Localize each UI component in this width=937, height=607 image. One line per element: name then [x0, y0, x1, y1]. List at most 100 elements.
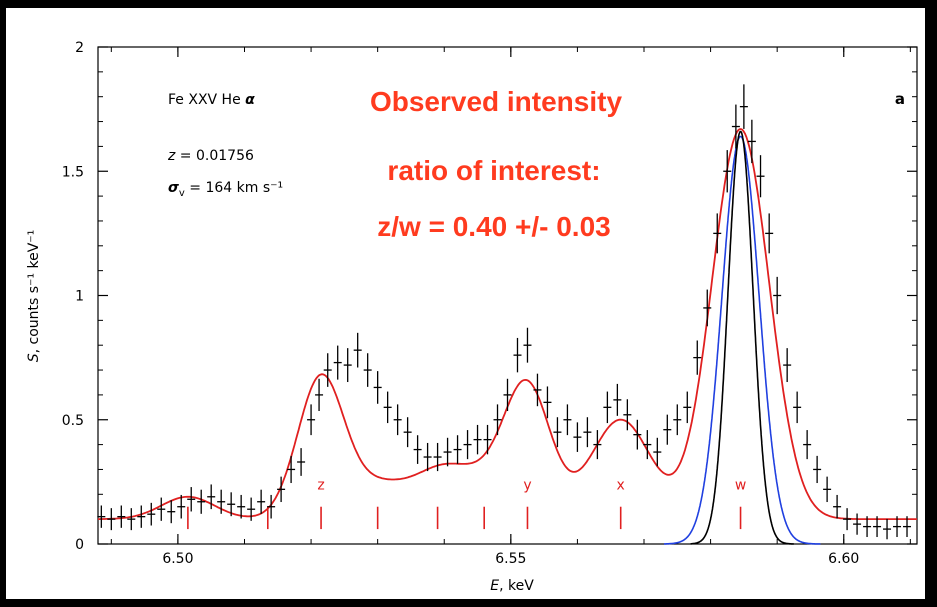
data-point [127, 508, 136, 531]
data-point [147, 502, 156, 526]
data-point [703, 289, 712, 327]
data-point [673, 404, 682, 436]
data-point [277, 476, 286, 503]
model-curve-black [690, 130, 794, 545]
data-point [773, 276, 782, 315]
data-point [853, 513, 862, 535]
y-tick-label: 1 [75, 289, 84, 305]
data-point [723, 150, 732, 193]
data-point [167, 500, 176, 524]
y-tick-label: 0.5 [62, 413, 84, 429]
data-point [423, 442, 432, 472]
info-line-2: z = 0.01756 [167, 148, 254, 164]
data-point [217, 489, 226, 514]
data-point [593, 430, 602, 460]
data-point [543, 386, 552, 419]
data-point [765, 213, 774, 254]
data-point [247, 497, 256, 521]
data-point [731, 104, 740, 149]
data-point [307, 404, 316, 436]
data-point [563, 404, 572, 436]
data-point [287, 455, 296, 484]
data-point [613, 383, 622, 416]
data-point [237, 494, 246, 519]
annotation-line-2: ratio of interest: [387, 155, 600, 186]
y-tick-label: 0 [75, 537, 84, 553]
data-point [756, 155, 765, 198]
data-point [117, 505, 126, 528]
data-point [443, 437, 452, 467]
line-marker-label: z [317, 477, 324, 493]
data-point [633, 419, 642, 450]
axis-ticks: 6.50 6.55 6.60 0 0.5 1 1.5 2 [62, 40, 917, 567]
x-tick-label: 6.55 [495, 551, 526, 567]
data-point [713, 213, 722, 254]
x-tick-label: 6.50 [162, 551, 193, 567]
data-point [413, 435, 422, 464]
line-marker-label: x [617, 477, 625, 493]
data-point [297, 448, 306, 476]
y-tick-label: 1.5 [62, 164, 84, 180]
data-point [533, 373, 542, 407]
data-point [137, 505, 146, 528]
data-point [893, 516, 902, 538]
data-point [739, 84, 748, 129]
data-point [903, 516, 912, 538]
data-point [323, 353, 332, 387]
ratio-annotation: Observed intensity ratio of interest: z/… [370, 86, 623, 242]
data-point [603, 391, 612, 424]
data-point [107, 508, 116, 531]
data-point [353, 332, 362, 368]
data-point [653, 437, 662, 467]
data-point [453, 435, 462, 464]
data-point [393, 404, 402, 436]
data-point [823, 476, 832, 503]
info-line-1: Fe XXV He α [168, 92, 255, 108]
data-point [553, 417, 562, 448]
data-point [267, 494, 276, 519]
data-point [473, 424, 482, 455]
data-point [513, 337, 522, 373]
x-axis-title: E, keV [490, 578, 534, 594]
data-point [333, 345, 342, 380]
data-point [693, 340, 702, 375]
data-point [813, 455, 822, 484]
panel-label: a [895, 90, 905, 108]
data-point [683, 391, 692, 424]
data-point [833, 494, 842, 519]
data-point [187, 487, 196, 512]
data-point [343, 348, 352, 383]
line-marker-label: y [523, 477, 531, 493]
data-point [793, 391, 802, 424]
annotation-line-1: Observed intensity [370, 86, 623, 117]
data-point [207, 484, 216, 510]
data-point [493, 404, 502, 436]
data-point [643, 430, 652, 460]
data-point [783, 348, 792, 383]
data-point [403, 417, 412, 448]
data-point [873, 516, 882, 538]
data-point [883, 518, 892, 540]
annotation-line-3: z/w = 0.40 +/- 0.03 [377, 211, 610, 242]
data-point [663, 414, 672, 445]
data-point [157, 497, 166, 521]
data-point [863, 516, 872, 538]
info-line-3: σv = 164 km s⁻¹ [168, 180, 283, 199]
data-points [97, 84, 912, 540]
data-point [483, 424, 492, 455]
data-point [177, 494, 186, 519]
data-point [373, 371, 382, 404]
data-point [97, 505, 106, 528]
data-point [197, 489, 206, 514]
data-point [747, 119, 756, 164]
data-point [573, 422, 582, 452]
data-point [363, 353, 372, 387]
data-point [383, 391, 392, 424]
data-point [257, 489, 266, 514]
y-axis-title: S, counts s⁻¹ keV⁻¹ [26, 230, 42, 363]
data-point [583, 417, 592, 448]
data-point [523, 327, 532, 363]
line-marker-label: w [735, 477, 746, 493]
